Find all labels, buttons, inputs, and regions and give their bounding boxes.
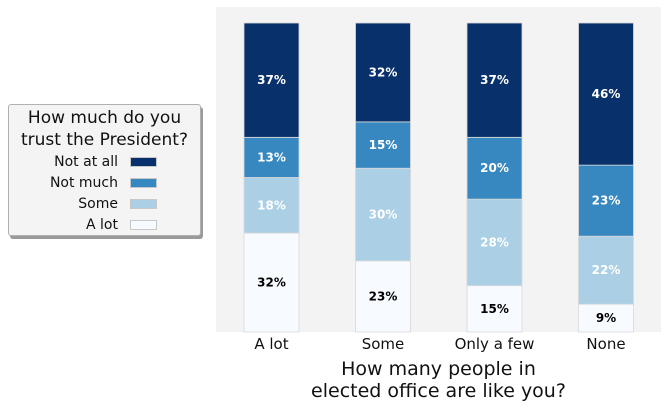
legend-item: Not at all — [9, 152, 200, 173]
data-label: 30% — [369, 208, 398, 222]
data-label: 9% — [596, 311, 616, 325]
bar-segment-some-4 — [578, 235, 634, 305]
data-label: 37% — [257, 73, 286, 87]
data-label: 46% — [592, 87, 621, 101]
data-label: 32% — [257, 276, 286, 290]
bar-segment-some-1 — [243, 177, 300, 234]
bar-segment-not-at-all-4 — [578, 22, 634, 166]
data-label: 37% — [480, 73, 509, 87]
bar-segment-not-at-all-1 — [243, 22, 300, 138]
x-tick-label: Some — [362, 335, 405, 353]
data-label: 32% — [369, 65, 398, 79]
legend-item: Not much — [9, 173, 200, 194]
legend-item: Some — [9, 194, 200, 215]
legend-title: How much do you trust the President? — [21, 108, 188, 150]
data-label: 20% — [480, 161, 509, 175]
legend-swatch — [130, 220, 157, 230]
data-label: 22% — [592, 263, 621, 277]
x-tick-label: Only a few — [455, 335, 535, 353]
legend-swatch — [130, 199, 157, 209]
bar-segment-not-much-4 — [578, 164, 634, 237]
data-label: 23% — [369, 289, 398, 303]
bar-segment-a-lot-1 — [243, 232, 300, 333]
legend-label: Not much — [49, 175, 118, 191]
data-label: 23% — [592, 194, 621, 208]
bar-segment-not-much-2 — [355, 121, 411, 169]
data-label: 18% — [257, 198, 286, 212]
legend-swatch — [130, 157, 157, 167]
x-tick-label: A lot — [254, 335, 288, 353]
legend-item: A lot — [9, 215, 200, 236]
legend-swatch — [130, 178, 157, 188]
legend-label: Not at all — [54, 154, 118, 170]
data-label: 13% — [257, 150, 286, 164]
bar-segment-not-at-all-3 — [466, 22, 523, 138]
bar-segment-a-lot-2 — [355, 260, 411, 333]
data-label: 15% — [369, 138, 398, 152]
legend-label: A lot — [86, 217, 118, 233]
bar-segment-not-much-1 — [243, 136, 300, 178]
legend: How much do you trust the President? Not… — [8, 104, 201, 236]
bar-segment-a-lot-4 — [578, 303, 634, 333]
data-label: 28% — [480, 235, 509, 249]
bar-segment-some-2 — [355, 167, 411, 262]
x-tick-label: None — [586, 335, 625, 353]
legend-label: Some — [78, 196, 118, 212]
bar-segment-a-lot-3 — [466, 285, 523, 333]
data-label: 15% — [480, 302, 509, 316]
x-axis-title: How many people in elected office are li… — [311, 358, 566, 402]
bar-segment-not-at-all-2 — [355, 22, 411, 123]
